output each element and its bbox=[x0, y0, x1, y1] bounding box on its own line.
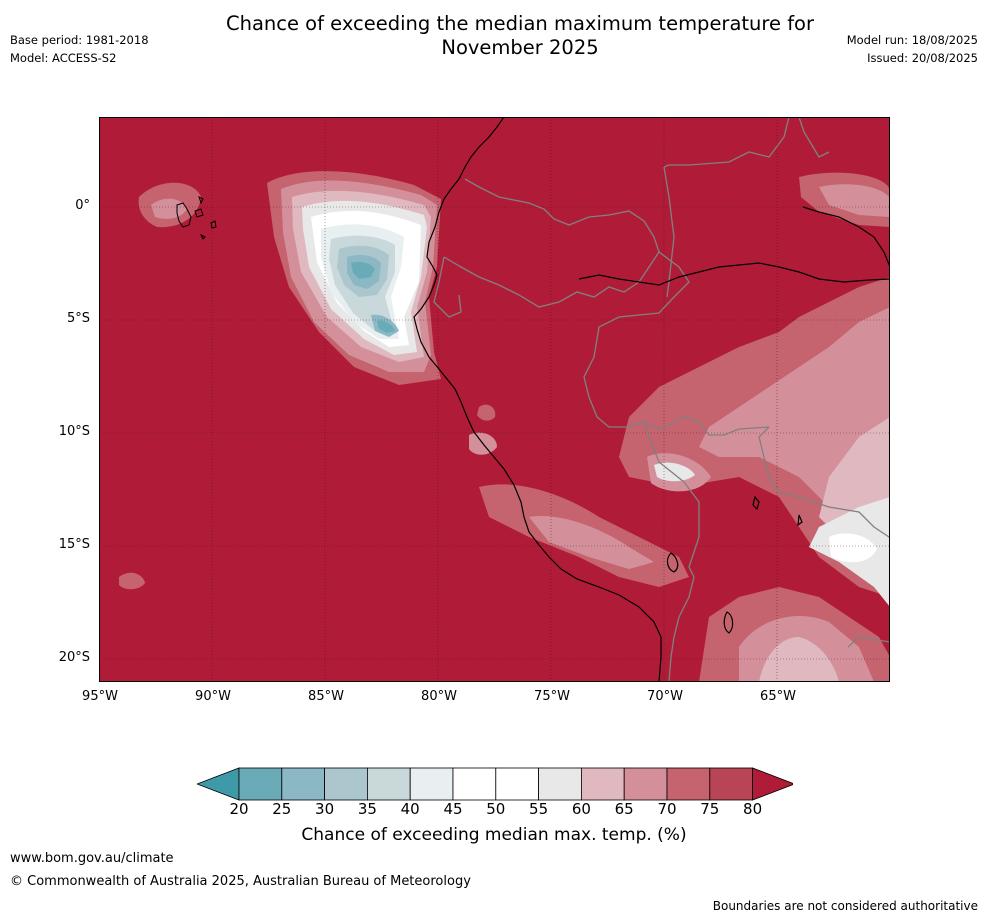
lon-label-90w: 90°W bbox=[195, 689, 231, 704]
model-name: Model: ACCESS-S2 bbox=[10, 51, 117, 65]
colorbar-tick-label: 70 bbox=[657, 800, 677, 818]
national-borders bbox=[433, 117, 890, 682]
colorbar-segment bbox=[409, 767, 454, 801]
galapagos-islands bbox=[176, 196, 217, 240]
colorbar-segment bbox=[452, 767, 497, 801]
graticule bbox=[99, 117, 890, 682]
colorbar bbox=[195, 767, 796, 805]
colorbar-segment bbox=[538, 767, 582, 801]
lat-label-15s: 15°S bbox=[58, 537, 90, 552]
footer-url[interactable]: www.bom.gov.au/climate bbox=[10, 851, 174, 866]
colorbar-tick-label: 50 bbox=[486, 800, 506, 818]
footer-copyright: © Commonwealth of Australia 2025, Austra… bbox=[10, 874, 471, 889]
colorbar-extend-high bbox=[752, 767, 796, 801]
colorbar-segment bbox=[324, 767, 368, 801]
title-line-1: Chance of exceeding the median maximum t… bbox=[225, 12, 815, 35]
colorbar-segment bbox=[281, 767, 326, 801]
chart-title: Chance of exceeding the median maximum t… bbox=[0, 12, 988, 60]
lat-label-5s: 5°S bbox=[66, 311, 90, 326]
colorbar-title: Chance of exceeding median max. temp. (%… bbox=[301, 825, 687, 845]
forecast-map bbox=[99, 117, 890, 682]
colorbar-tick-label: 40 bbox=[400, 800, 420, 818]
colorbar-segment bbox=[666, 767, 711, 801]
lon-label-65w: 65°W bbox=[760, 689, 796, 704]
colorbar-tick-label: 80 bbox=[743, 800, 763, 818]
colorbar-tick-label: 20 bbox=[229, 800, 249, 818]
lon-label-95w: 95°W bbox=[82, 689, 118, 704]
meta-right: Model run: 18/08/2025 Issued: 20/08/2025 bbox=[847, 31, 978, 67]
colorbar-tick-label: 35 bbox=[357, 800, 377, 818]
galapagos-warm-patch bbox=[119, 182, 201, 590]
coastlines bbox=[413, 117, 890, 682]
lon-label-85w: 85°W bbox=[308, 689, 344, 704]
colorbar-tick-label: 75 bbox=[700, 800, 720, 818]
colorbar-svg bbox=[195, 767, 796, 801]
colorbar-extend-low bbox=[195, 767, 240, 801]
map-svg bbox=[99, 117, 890, 682]
colorbar-segment bbox=[495, 767, 539, 801]
colorbar-segment bbox=[709, 767, 753, 801]
issued-date: Issued: 20/08/2025 bbox=[867, 51, 978, 65]
colorbar-tick-label: 30 bbox=[315, 800, 335, 818]
base-period: Base period: 1981-2018 bbox=[10, 33, 149, 47]
colorbar-segment bbox=[238, 767, 283, 801]
footer-note: Boundaries are not considered authoritat… bbox=[712, 899, 978, 913]
title-line-2: November 2025 bbox=[441, 36, 599, 59]
lat-label-0: 0° bbox=[75, 198, 90, 213]
colorbar-segment bbox=[623, 767, 668, 801]
ocean-cool-anomaly bbox=[267, 171, 441, 385]
map-border bbox=[99, 117, 890, 682]
colorbar-tick-label: 45 bbox=[443, 800, 463, 818]
colorbar-tick-label: 55 bbox=[529, 800, 549, 818]
colorbar-segment bbox=[366, 767, 411, 801]
lon-label-80w: 80°W bbox=[421, 689, 457, 704]
lat-label-20s: 20°S bbox=[58, 650, 90, 665]
lat-label-10s: 10°S bbox=[58, 424, 90, 439]
colorbar-tick-label: 60 bbox=[571, 800, 591, 818]
model-run: Model run: 18/08/2025 bbox=[846, 33, 978, 47]
colorbar-tick-label: 65 bbox=[614, 800, 634, 818]
lon-label-75w: 75°W bbox=[534, 689, 570, 704]
colorbar-tick-label: 25 bbox=[272, 800, 292, 818]
land-warm-patches bbox=[469, 172, 890, 682]
meta-left: Base period: 1981-2018 Model: ACCESS-S2 bbox=[10, 31, 149, 67]
colorbar-segment bbox=[580, 767, 625, 801]
lon-label-70w: 70°W bbox=[647, 689, 683, 704]
